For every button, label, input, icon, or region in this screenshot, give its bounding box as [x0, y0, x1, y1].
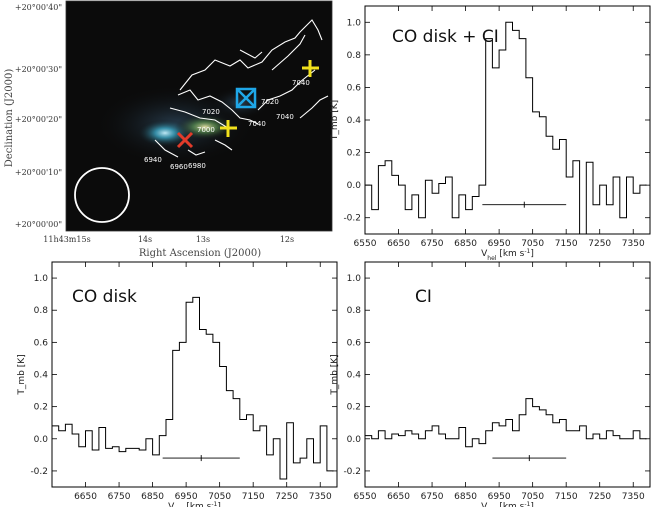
x-tick-label: 6650 — [387, 239, 410, 249]
y-tick-label: 0.0 — [347, 181, 362, 191]
x-tick-label: 7050 — [521, 239, 544, 249]
y-tick-label: 0.8 — [347, 306, 362, 316]
contour-label: 7040 — [292, 79, 310, 87]
plot-frame — [364, 5, 651, 235]
y-tick-label: 1.0 — [34, 274, 49, 284]
y-tick-label: 0.6 — [347, 83, 362, 93]
image-ylabel: Declination (J2000) — [4, 69, 15, 168]
y-tick-label: 0.4 — [34, 371, 49, 381]
panel-title: CO disk + CI — [392, 27, 499, 47]
x-tick-label: 6750 — [421, 492, 444, 502]
y-tick-label: 1.0 — [347, 18, 362, 28]
x-tick-label: 7350 — [309, 492, 332, 502]
y-tick-label: 0.0 — [34, 435, 49, 445]
x-tick-label: 6650 — [74, 492, 97, 502]
y-tick-label: 0.0 — [347, 435, 362, 445]
ra-tick-label: 12s — [280, 235, 294, 244]
spectrum-step-line — [365, 21, 647, 235]
x-tick-label: 7150 — [555, 492, 578, 502]
y-axis-label: T_mb [K] — [330, 100, 340, 141]
spectrum-panel-1: -0.2 0.0 0.2 0.4 0.6 0.8 1.0 6650 6750 6850 6950 70… — [17, 261, 338, 507]
contour-label: 6960 — [170, 163, 188, 171]
x-tick-label: 7050 — [521, 492, 544, 502]
dec-tick-label: +20°00'10" — [15, 168, 62, 177]
contour-label: 6940 — [144, 156, 162, 164]
contour-label: 7020 — [261, 98, 279, 106]
plot-frame — [51, 261, 338, 488]
y-axis-label: T_mb [K] — [330, 354, 340, 395]
dec-tick-label: +20°00'20" — [15, 115, 62, 124]
contour-label: 7040 — [248, 120, 266, 128]
y-tick-label: 0.6 — [34, 338, 49, 348]
x-axis-label: Vhel [km s-1] — [481, 501, 534, 507]
x-axis-label: Vhel [km s-1] — [481, 248, 534, 262]
image-dec-ticks: +20°00'40" +20°00'30" +20°00'20" +20°00'… — [15, 3, 62, 229]
spectrum-step-line — [52, 296, 334, 480]
y-tick-label: 1.0 — [347, 274, 362, 284]
y-tick-label: 0.2 — [347, 149, 361, 159]
red-cross-marker — [176, 131, 194, 149]
x-tick-label: 6750 — [421, 239, 444, 249]
x-tick-label: 6550 — [354, 492, 377, 502]
x-tick-label: 7350 — [622, 492, 645, 502]
contour-label: 6980 — [188, 162, 206, 170]
spectrum-panel-2: -0.2 0.0 0.2 0.4 0.6 0.8 1.0 6550 6650 6750 6850 69… — [330, 261, 651, 507]
x-tick-label: 7350 — [622, 239, 645, 249]
x-axis-label: Vhel [km s-1] — [168, 501, 221, 507]
panel-title: CI — [415, 287, 432, 307]
yellow-plus-marker — [302, 60, 319, 77]
x-tick-label: 6950 — [488, 239, 511, 249]
image-panel: 7040 7020 7020 7000 7040 7040 6940 6960 … — [4, 0, 333, 259]
x-tick-label: 6850 — [454, 492, 477, 502]
x-tick-label: 7250 — [275, 492, 298, 502]
x-tick-label: 6850 — [141, 492, 164, 502]
dec-tick-label: +20°00'30" — [15, 65, 62, 74]
x-tick-label: 7250 — [588, 492, 611, 502]
velocity-contours — [154, 19, 329, 158]
ra-tick-label: 14s — [138, 235, 152, 244]
plot-frame — [364, 261, 651, 488]
contour-label: 7000 — [197, 126, 215, 134]
spectrum-step-line — [365, 398, 647, 448]
y-tick-label: -0.2 — [343, 214, 361, 224]
x-tick-label: 6750 — [108, 492, 131, 502]
y-tick-label: 0.6 — [347, 338, 362, 348]
y-tick-label: 0.4 — [347, 371, 362, 381]
image-ra-ticks: 11h43m15s 14s 13s 12s — [43, 235, 294, 244]
x-tick-label: 6950 — [175, 492, 198, 502]
x-tick-label: 6650 — [387, 492, 410, 502]
y-axis-label: T_mb [K] — [17, 354, 27, 395]
y-tick-label: 0.4 — [347, 116, 362, 126]
y-tick-label: 0.2 — [347, 403, 361, 413]
panel-title: CO disk — [72, 287, 137, 307]
image-xlabel: Right Ascension (J2000) — [139, 248, 261, 259]
ra-tick-label: 11h43m15s — [43, 235, 90, 244]
y-tick-label: 0.8 — [34, 306, 49, 316]
blue-boxed-cross-marker — [235, 87, 257, 109]
ra-tick-label: 13s — [196, 235, 210, 244]
beam-size-circle — [74, 167, 130, 223]
dec-tick-label: +20°00'00" — [15, 220, 62, 229]
y-tick-label: -0.2 — [30, 467, 48, 477]
y-tick-label: 0.8 — [347, 51, 362, 61]
contour-label: 7020 — [202, 108, 220, 116]
x-tick-label: 6550 — [354, 239, 377, 249]
x-tick-label: 7150 — [242, 492, 265, 502]
yellow-plus-marker — [220, 120, 237, 137]
x-tick-label: 7250 — [588, 239, 611, 249]
x-tick-label: 6950 — [488, 492, 511, 502]
x-tick-label: 7050 — [208, 492, 231, 502]
dec-tick-label: +20°00'40" — [15, 3, 62, 12]
x-tick-label: 6850 — [454, 239, 477, 249]
y-tick-label: -0.2 — [343, 467, 361, 477]
x-tick-label: 7150 — [555, 239, 578, 249]
contour-label: 7040 — [276, 113, 294, 121]
spectrum-panel-0: -0.2 0.0 0.2 0.4 0.6 0.8 1.0 6550 6650 6750 6850 69… — [330, 5, 651, 262]
y-tick-label: 0.2 — [34, 403, 48, 413]
